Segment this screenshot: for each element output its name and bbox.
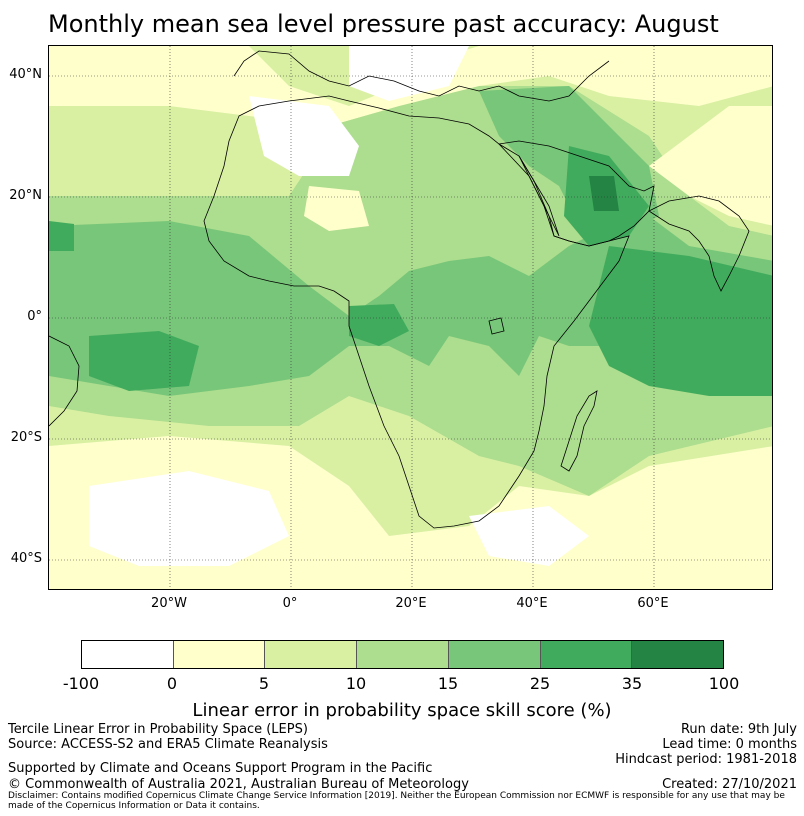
colorbar-tick: 35	[621, 674, 643, 693]
map-canvas	[49, 46, 772, 589]
arabia-coastline	[498, 140, 655, 247]
south-america-coastline	[49, 335, 80, 427]
colorbar-segment	[540, 641, 633, 668]
lat-label-0: 0°	[27, 309, 42, 324]
low-skill-patches	[49, 46, 772, 589]
colorbar-tick: 100	[708, 674, 740, 693]
colorbar-segment	[632, 641, 724, 668]
colorbar-label: Linear error in probability space skill …	[192, 700, 612, 721]
skill-map	[48, 45, 773, 590]
chart-title: Monthly mean sea level pressure past acc…	[48, 10, 719, 38]
lon-label-0: 0°	[282, 596, 298, 611]
colorbar-tick: -100	[62, 674, 100, 693]
india-coastline	[648, 195, 750, 292]
colorbar-segment	[357, 641, 449, 668]
lon-label-40e: 40°E	[516, 596, 548, 611]
graticule	[49, 46, 772, 589]
method-text: Tercile Linear Error in Probability Spac…	[8, 722, 308, 737]
colorbar-tick: 5	[258, 674, 270, 693]
run-date-text: Run date: 9th July	[680, 722, 797, 737]
skill-patches	[49, 86, 772, 496]
lon-label-20e: 20°E	[395, 596, 427, 611]
coastlines	[49, 50, 750, 529]
created-text: Created: 27/10/2021	[662, 777, 797, 792]
lat-label-40n: 40°N	[9, 67, 42, 82]
colorbar-tick: 15	[437, 674, 459, 693]
lat-label-40s: 40°S	[10, 551, 42, 566]
colorbar-tick: 10	[345, 674, 367, 693]
lat-label-20n: 20°N	[9, 188, 42, 203]
africa-coastline	[203, 95, 630, 529]
lon-label-20w: 20°W	[151, 596, 187, 611]
red-sea	[518, 155, 560, 237]
support-text: Supported by Climate and Oceans Support …	[8, 761, 433, 776]
lat-label-20s: 20°S	[10, 430, 42, 445]
colorbar-tick: 25	[529, 674, 551, 693]
madagascar-coastline	[560, 390, 598, 472]
colorbar-segment	[82, 641, 174, 668]
copyright-text: © Commonwealth of Australia 2021, Austra…	[8, 777, 469, 792]
lake-victoria	[488, 317, 505, 335]
europe-coastline	[233, 50, 610, 102]
colorbar-segment	[448, 641, 541, 668]
source-text: Source: ACCESS-S2 and ERA5 Climate Reana…	[8, 737, 328, 752]
disclaimer-text: Disclaimer: Contains modified Copernicus…	[8, 791, 785, 811]
hindcast-text: Hindcast period: 1981-2018	[615, 752, 797, 767]
colorbar	[81, 640, 724, 669]
colorbar-segment	[265, 641, 358, 668]
colorbar-segment	[173, 641, 266, 668]
lon-label-60e: 60°E	[637, 596, 669, 611]
colorbar-tick: 0	[166, 674, 178, 693]
lead-time-text: Lead time: 0 months	[662, 737, 797, 752]
